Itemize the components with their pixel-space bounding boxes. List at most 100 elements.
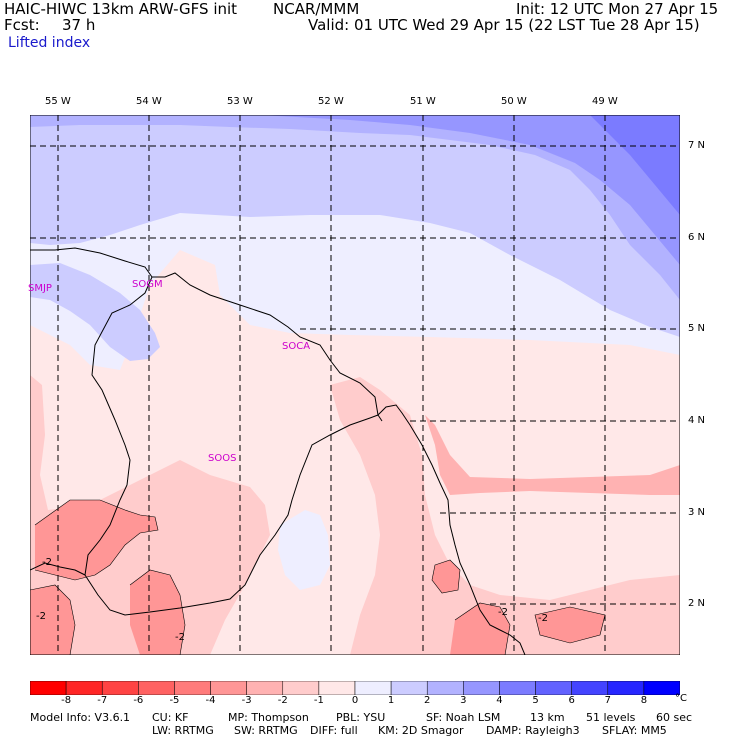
footer-km: KM: 2D Smagor: [378, 724, 464, 737]
station-smjp: SMJP: [28, 283, 52, 294]
colorbar-tick-label: -8: [61, 695, 72, 706]
footer-diff: DIFF: full: [310, 724, 358, 737]
footer-sflay: SFLAY: MM5: [602, 724, 667, 737]
contour-lines: [30, 499, 606, 655]
colorbar-swatch: [571, 681, 609, 695]
li-band-2: [30, 115, 680, 337]
footer-sw: SW: RRTMG: [234, 724, 298, 737]
border-suriname-fguiana: [149, 414, 379, 613]
colorbar-tick-label: 0: [351, 695, 359, 706]
colorbar-swatch: [607, 681, 645, 695]
colorbar-swatch: [138, 681, 175, 695]
contour-minus2-e: [431, 559, 461, 594]
li-band-4: [260, 115, 680, 265]
footer-lw: LW: RRTMG: [152, 724, 214, 737]
colorbar-swatch: [354, 681, 392, 695]
colorbar-swatch: [463, 681, 500, 695]
colorbar-swatch: [30, 681, 67, 695]
footer-timestep: 60 sec: [656, 711, 693, 724]
contour-minus2-a: [34, 499, 159, 581]
colorbar-swatch: [174, 681, 211, 695]
footer-levels: 51 levels: [586, 711, 636, 724]
colorbar-swatch: [318, 681, 356, 695]
colorbar-tick-label: 7: [604, 695, 611, 706]
li-neg-band-3e: [432, 560, 460, 593]
colorbar-swatch: [499, 681, 536, 695]
footer-damp: DAMP: Rayleigh3: [486, 724, 580, 737]
model-title: HAIC-HIWC 13km ARW-GFS init: [4, 0, 238, 18]
colorbar-tick-label: -4: [205, 695, 216, 706]
colorbar-swatch: [246, 681, 284, 695]
contour-minus2-c: [454, 602, 511, 655]
li-pocket-positive: [278, 510, 330, 590]
graticule: [30, 115, 680, 655]
li-band-5: [590, 115, 680, 215]
border-guyana-brazil: [30, 562, 86, 576]
li-neg-band-3c: [450, 603, 510, 655]
li-neg-band-3f: [30, 585, 75, 655]
lat-label-4n: 4 N: [688, 415, 706, 426]
colorbar-swatch: [390, 681, 428, 695]
lon-label-54w: 54 W: [136, 96, 162, 107]
org-label: NCAR/MMM: [273, 0, 360, 18]
forecast-label: Fcst:: [4, 16, 40, 34]
lat-label-2n: 2 N: [688, 598, 706, 609]
contour-label: -2: [42, 557, 52, 568]
colorbar-tick-label: 4: [496, 695, 503, 706]
colorbar-tick-label: 2: [424, 695, 431, 706]
footer-sf: SF: Noah LSM: [426, 711, 501, 724]
contour-minus2-d: [534, 606, 606, 644]
lon-label-55w: 55 W: [45, 96, 71, 107]
li-neg-band-1: [30, 375, 270, 655]
li-band-2b: [30, 263, 160, 361]
footer-resolution: 13 km: [530, 711, 565, 724]
colorbar: [30, 681, 680, 695]
init-time: Init: 12 UTC Mon 27 Apr 15: [516, 0, 719, 18]
colorbar-tick-label: 3: [460, 695, 467, 706]
colorbar-swatch: [535, 681, 572, 695]
forecast-hour: 37 h: [62, 16, 96, 34]
border-fguiana-brazil: [377, 414, 383, 422]
colorbar-swatch: [426, 681, 464, 695]
li-neg-band-1b: [330, 377, 680, 655]
contour-label: -2: [175, 632, 185, 643]
colorbar-swatch: [101, 681, 139, 695]
colorbar-tick-label: -7: [97, 695, 108, 706]
border-suriname-guyana: [84, 276, 153, 616]
lon-label-49w: 49 W: [592, 96, 618, 107]
valid-time: Valid: 01 UTC Wed 29 Apr 15 (22 LST Tue …: [308, 16, 700, 34]
station-soca: SOCA: [282, 341, 311, 352]
li-neg-band-3b: [130, 570, 185, 655]
lon-label-51w: 51 W: [410, 96, 436, 107]
contour-label: -2: [498, 607, 508, 618]
footer-pbl: PBL: YSU: [336, 711, 386, 724]
field-name: Lifted index: [8, 35, 91, 51]
contour-minus2-f: [30, 584, 76, 655]
colorbar-tick-label: 6: [568, 695, 575, 706]
colorbar-tick-label: 1: [387, 695, 395, 706]
colorbar-swatch: [210, 681, 247, 695]
footer-mp: MP: Thompson: [228, 711, 309, 724]
colorbar-tick-label: -1: [313, 695, 324, 706]
colorbar-tick-label: -2: [277, 695, 288, 706]
contour-label: -2: [538, 613, 548, 624]
colorbar-swatch: [282, 681, 320, 695]
colorbar-tick-label: -5: [169, 695, 180, 706]
colorbar-unit: °C: [675, 693, 687, 704]
lifted-index-map: [30, 115, 680, 655]
colorbar-tick-label: 8: [640, 695, 648, 706]
footer-model-info: Model Info: V3.6.1: [30, 711, 131, 724]
station-soos: SOOS: [208, 453, 237, 464]
colorbar-tick-label: -3: [241, 695, 252, 706]
lat-label-5n: 5 N: [688, 323, 706, 334]
colorbar-tick-label: -6: [133, 695, 144, 706]
li-neg-band-3d: [535, 607, 605, 643]
footer-cu: CU: KF: [152, 711, 189, 724]
station-sogm: SOGM: [132, 279, 163, 290]
lon-label-52w: 52 W: [318, 96, 344, 107]
lon-label-53w: 53 W: [227, 96, 253, 107]
contour-label: -2: [36, 611, 46, 622]
lat-label-7n: 7 N: [688, 140, 706, 151]
colorbar-swatch: [65, 681, 103, 695]
coastline: [30, 247, 526, 655]
